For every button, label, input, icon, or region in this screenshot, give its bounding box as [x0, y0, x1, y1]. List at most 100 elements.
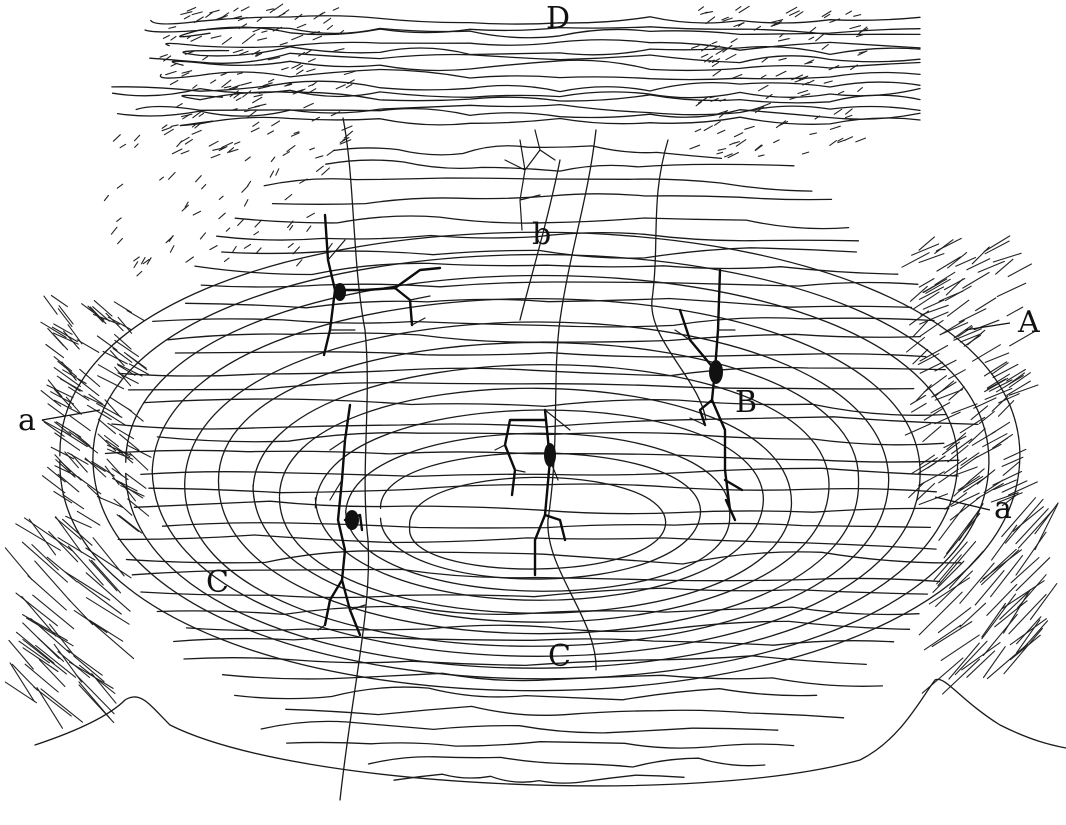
fiber-dash — [279, 42, 288, 46]
right-fiber-bundle — [901, 235, 1039, 510]
hatch-stroke — [1006, 368, 1026, 382]
wavy-fiber — [183, 655, 867, 667]
fiber-dash — [829, 140, 837, 146]
fiber-dash — [112, 134, 121, 142]
fiber-dash — [855, 137, 867, 143]
fiber-dash — [855, 34, 864, 38]
fiber-dash — [237, 219, 244, 227]
fiber-dash — [272, 26, 283, 32]
fiber-dash — [296, 65, 304, 70]
fiber-dash — [315, 155, 324, 159]
hatch-stroke — [932, 560, 965, 593]
hatch-stroke — [1016, 616, 1042, 645]
fiber-dash — [716, 151, 724, 155]
hatch-stroke — [46, 384, 74, 399]
fiber-dash — [313, 12, 324, 20]
hatch-stroke — [64, 451, 79, 469]
fiber-dash — [255, 52, 261, 56]
hatch-stroke — [939, 322, 969, 336]
fiber-dash — [306, 225, 312, 232]
hatch-stroke — [922, 299, 945, 310]
hatch-stroke — [48, 530, 79, 563]
hatch-stroke — [24, 663, 59, 693]
hatch-stroke — [955, 256, 977, 267]
hatch-stroke — [962, 271, 990, 289]
fiber-dash — [205, 11, 213, 18]
hatch-stroke — [75, 674, 115, 715]
fiber-dash — [133, 256, 140, 262]
fiber-dash — [711, 41, 718, 45]
fiber-dash — [778, 57, 787, 61]
fiber-dash — [246, 180, 252, 187]
hatch-stroke — [957, 475, 981, 491]
hatch-stroke — [50, 446, 75, 460]
fiber-dash — [700, 11, 708, 15]
fiber-dash — [281, 67, 289, 71]
fiber-dash — [136, 270, 143, 277]
hatch-stroke — [981, 602, 1006, 638]
label-b: b — [532, 217, 551, 252]
hatch-stroke — [1006, 380, 1031, 396]
fiber-dash — [140, 256, 146, 265]
hatch-stroke — [912, 320, 929, 338]
hatch-stroke — [9, 662, 35, 702]
fiber-dash — [168, 171, 176, 180]
fiber-dash — [240, 81, 252, 86]
fiber-dash — [186, 6, 197, 12]
fiber-dash — [117, 237, 123, 245]
hatch-stroke — [125, 472, 147, 489]
hatch-stroke — [981, 549, 1020, 586]
hatch-stroke — [1001, 480, 1028, 493]
fiber-dash — [183, 15, 191, 20]
oval-fiber — [314, 409, 765, 601]
hatch-stroke — [1001, 497, 1037, 538]
fiber-dash — [710, 97, 719, 102]
fiber-dash — [218, 212, 226, 220]
hatch-stroke — [35, 644, 77, 678]
top-fiber — [150, 15, 921, 25]
wavy-fiber — [221, 672, 884, 687]
hatch-stroke — [938, 290, 964, 302]
fiber-dash — [837, 90, 845, 95]
fiber-dash — [724, 153, 733, 158]
hatch-stroke — [113, 301, 132, 313]
fiber-dash — [254, 103, 267, 108]
fiber-dash — [837, 139, 847, 144]
hatch-stroke — [22, 647, 59, 673]
hatch-stroke — [916, 482, 936, 501]
hatch-stroke — [931, 621, 973, 648]
hatch-stroke — [948, 642, 980, 680]
hatch-stroke — [114, 366, 132, 387]
fiber-dash — [845, 108, 853, 115]
hatch-stroke — [54, 432, 81, 451]
hatch-stroke — [15, 631, 55, 664]
hatch-stroke — [951, 403, 978, 414]
hatch-stroke — [61, 429, 88, 448]
wavy-fiber — [133, 500, 950, 515]
wavy-fiber — [234, 686, 818, 701]
fiber-dash — [777, 38, 790, 42]
hatch-stroke — [951, 466, 978, 477]
fiber-dash — [295, 69, 304, 75]
hatch-stroke — [912, 291, 940, 310]
fiber-dash — [286, 145, 296, 152]
hatch-stroke — [957, 326, 974, 338]
fiber-dash — [285, 82, 293, 87]
oval-fiber — [151, 298, 921, 657]
hatch-stroke — [918, 236, 935, 251]
fiber-dash — [335, 84, 346, 90]
wavy-fiber — [184, 297, 913, 309]
wavy-fiber — [185, 620, 911, 633]
fiber-dash — [794, 11, 804, 18]
hatch-stroke — [943, 457, 968, 474]
fiber-dash — [237, 16, 248, 22]
hatch-stroke — [1034, 503, 1059, 551]
fiber-dash — [252, 96, 263, 104]
hatch-stroke — [40, 688, 84, 723]
fiber-dash — [209, 245, 218, 251]
fiber-dash — [697, 96, 708, 104]
hatch-stroke — [97, 364, 123, 379]
fiber-dash — [223, 85, 232, 89]
hatch-stroke — [992, 252, 1022, 263]
hatch-stroke — [34, 560, 71, 602]
